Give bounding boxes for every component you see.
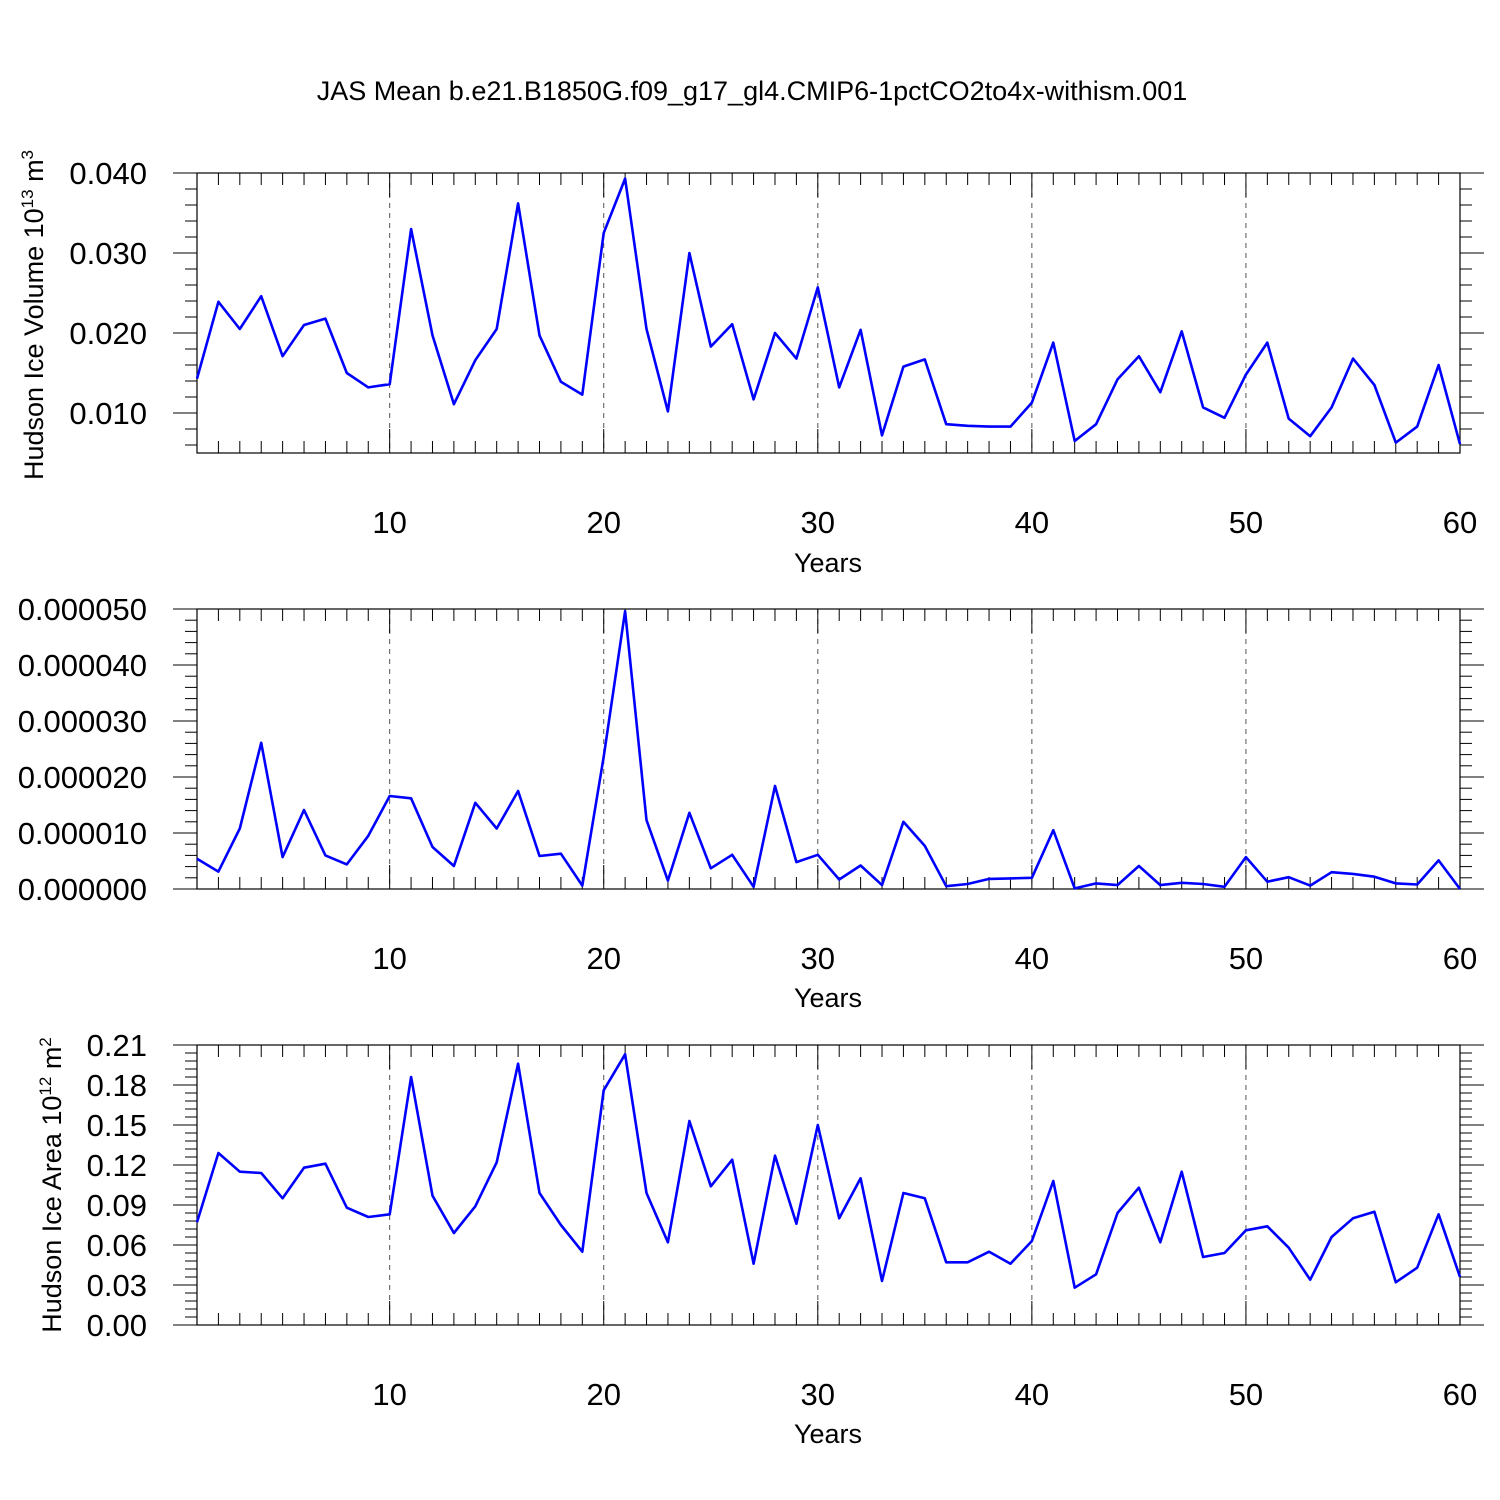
panel-hudson-ice-volume: Hudson Ice Volume 1013 m3 Years 0.010 0.0… xyxy=(18,150,1484,578)
y-axis-label: Hudson Ice Volume 1013 m3 xyxy=(18,150,49,480)
y-tick-label: 0.030 xyxy=(69,236,147,271)
y-axis-label-exponent: 13 xyxy=(18,189,37,208)
x-tick-label: 50 xyxy=(1229,1377,1263,1412)
plot-frame xyxy=(196,608,1461,890)
plot-frame xyxy=(196,172,1461,454)
x-tick-label: 20 xyxy=(586,1377,620,1412)
y-axis-label-main: Hudson Ice Area 10 xyxy=(37,1096,67,1333)
y-tick-label: 0.18 xyxy=(87,1068,147,1103)
y-axis-label: Hudson Ice Area 1012 m2 xyxy=(36,1037,67,1333)
x-tick-label: 20 xyxy=(586,941,620,976)
y-tick-label: 0.21 xyxy=(87,1028,147,1063)
y-tick-label: 0.03 xyxy=(87,1268,147,1303)
y-tick-label: 0.09 xyxy=(87,1188,147,1223)
y-axis-label-unit-exponent: 3 xyxy=(18,150,37,159)
panel-middle-series: Years 0.000000 0.000010 0.000020 0.000030 0.… xyxy=(18,592,1484,1013)
series-line xyxy=(196,609,1462,890)
y-tick-label: 0.06 xyxy=(87,1228,147,1263)
y-axis-label-unit: m xyxy=(19,159,49,189)
x-tick-label: 40 xyxy=(1015,1377,1049,1412)
y-tick-label: 0.000010 xyxy=(18,816,147,851)
y-tick-label: 0.020 xyxy=(69,316,147,351)
plot-frame xyxy=(196,1044,1461,1326)
x-tick-label: 40 xyxy=(1015,941,1049,976)
x-tick-label: 40 xyxy=(1015,505,1049,540)
x-tick-label: 30 xyxy=(801,1377,835,1412)
y-tick-label: 0.15 xyxy=(87,1108,147,1143)
x-tick-label: 50 xyxy=(1229,941,1263,976)
y-tick-label: 0.000000 xyxy=(18,872,147,907)
y-tick-label: 0.010 xyxy=(69,396,147,431)
y-tick-label: 0.000020 xyxy=(18,760,147,795)
x-tick-label: 10 xyxy=(372,941,406,976)
x-tick-label: 30 xyxy=(801,941,835,976)
y-tick-label: 0.000030 xyxy=(18,704,147,739)
x-axis-label: Years xyxy=(794,548,862,578)
y-axis-label-unit: m xyxy=(37,1047,67,1077)
x-axis-label: Years xyxy=(794,1419,862,1449)
x-axis-label: Years xyxy=(794,983,862,1013)
series-line xyxy=(195,177,1462,445)
x-tick-label: 10 xyxy=(372,1377,406,1412)
y-tick-label: 0.00 xyxy=(87,1308,147,1343)
x-tick-label: 50 xyxy=(1229,505,1263,540)
y-tick-label: 0.000050 xyxy=(18,592,147,627)
series-line xyxy=(195,1053,1462,1289)
y-axis-label-unit-exponent: 2 xyxy=(36,1037,55,1046)
x-tick-label: 60 xyxy=(1443,505,1477,540)
x-tick-label: 60 xyxy=(1443,941,1477,976)
x-tick-label: 30 xyxy=(801,505,835,540)
x-tick-label: 10 xyxy=(372,505,406,540)
x-tick-label: 20 xyxy=(586,505,620,540)
panel-hudson-ice-area: Hudson Ice Area 1012 m2 Years 0.00 0.03 0.… xyxy=(36,1028,1484,1449)
y-tick-label: 0.000040 xyxy=(18,648,147,683)
figure-title: JAS Mean b.e21.B1850G.f09_g17_gl4.CMIP6-… xyxy=(317,76,1188,106)
y-tick-label: 0.12 xyxy=(87,1148,147,1183)
y-axis-label-main: Hudson Ice Volume 10 xyxy=(19,208,49,480)
y-axis-label-exponent: 12 xyxy=(36,1077,55,1096)
y-tick-label: 0.040 xyxy=(69,156,147,191)
x-tick-label: 60 xyxy=(1443,1377,1477,1412)
